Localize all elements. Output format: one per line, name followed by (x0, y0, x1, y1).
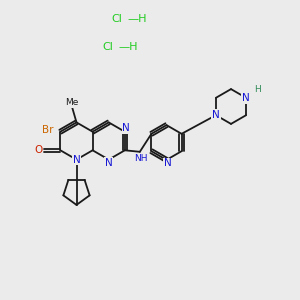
Text: Br: Br (42, 125, 53, 135)
Text: NH: NH (135, 154, 148, 163)
Text: —H: —H (118, 41, 138, 52)
Text: N: N (73, 154, 80, 165)
Text: N: N (242, 93, 250, 103)
Text: N: N (122, 123, 130, 133)
Text: N: N (164, 158, 172, 169)
Text: H: H (254, 85, 261, 94)
Text: —H: —H (128, 14, 147, 25)
Text: O: O (34, 145, 43, 155)
Text: Cl: Cl (102, 41, 113, 52)
Text: Me: Me (65, 98, 79, 107)
Text: N: N (212, 110, 220, 120)
Text: N: N (105, 158, 112, 168)
Text: Cl: Cl (111, 14, 122, 25)
